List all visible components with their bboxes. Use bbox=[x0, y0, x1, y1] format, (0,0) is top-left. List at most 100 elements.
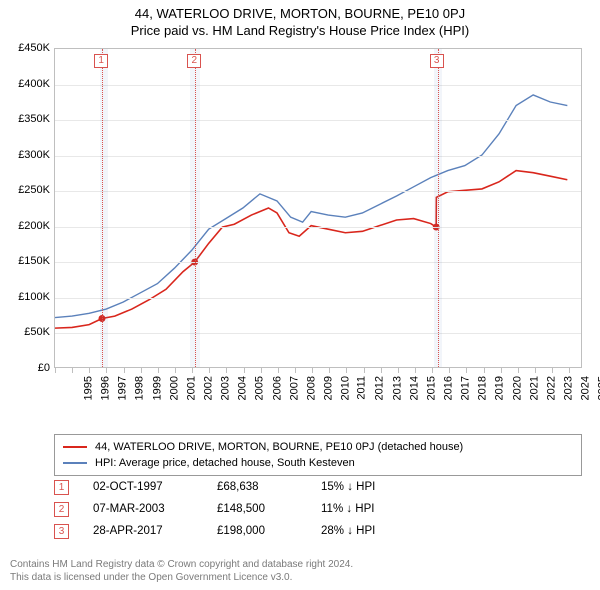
x-tick bbox=[312, 367, 313, 373]
titles: 44, WATERLOO DRIVE, MORTON, BOURNE, PE10… bbox=[0, 0, 600, 38]
x-tick bbox=[415, 367, 416, 373]
footer-line1: Contains HM Land Registry data © Crown c… bbox=[10, 558, 353, 571]
transaction-pct: 28% ↓ HPI bbox=[321, 525, 441, 537]
transaction-marker: 3 bbox=[54, 524, 69, 539]
x-axis-label: 2024 bbox=[580, 376, 592, 400]
transaction-row: 3 28-APR-2017 £198,000 28% ↓ HPI bbox=[54, 520, 441, 542]
event-line bbox=[195, 49, 196, 367]
transaction-pct: 15% ↓ HPI bbox=[321, 481, 441, 493]
transaction-marker: 1 bbox=[54, 480, 69, 495]
transaction-date: 02-OCT-1997 bbox=[93, 481, 193, 493]
x-axis-label: 2006 bbox=[271, 376, 283, 400]
transaction-date: 07-MAR-2003 bbox=[93, 503, 193, 515]
highlight-band bbox=[100, 49, 109, 367]
x-tick bbox=[209, 367, 210, 373]
event-marker: 3 bbox=[430, 54, 444, 68]
legend-row: 44, WATERLOO DRIVE, MORTON, BOURNE, PE10… bbox=[63, 439, 573, 455]
x-tick bbox=[141, 367, 142, 373]
x-axis-label: 2003 bbox=[220, 376, 232, 400]
gridline bbox=[55, 156, 581, 157]
series-property bbox=[55, 171, 567, 329]
y-axis-label: £350K bbox=[0, 113, 50, 125]
x-axis-label: 2008 bbox=[305, 376, 317, 400]
x-axis-label: 2012 bbox=[374, 376, 386, 400]
series-hpi bbox=[55, 95, 567, 318]
x-axis-label: 2020 bbox=[511, 376, 523, 400]
legend-label: 44, WATERLOO DRIVE, MORTON, BOURNE, PE10… bbox=[95, 441, 463, 453]
footer: Contains HM Land Registry data © Crown c… bbox=[10, 558, 353, 584]
x-axis-label: 2010 bbox=[340, 376, 352, 400]
y-axis-label: £0 bbox=[0, 362, 50, 374]
x-tick bbox=[244, 367, 245, 373]
x-axis-label: 2009 bbox=[322, 376, 334, 400]
x-axis-label: 2021 bbox=[528, 376, 540, 400]
gridline bbox=[55, 227, 581, 228]
x-axis-label: 2001 bbox=[185, 376, 197, 400]
y-axis-label: £150K bbox=[0, 255, 50, 267]
transaction-marker: 2 bbox=[54, 502, 69, 517]
y-axis-label: £250K bbox=[0, 184, 50, 196]
gridline bbox=[55, 85, 581, 86]
gridline bbox=[55, 262, 581, 263]
x-axis-label: 2011 bbox=[356, 376, 368, 400]
x-axis-label: 2005 bbox=[254, 376, 266, 400]
x-tick bbox=[432, 367, 433, 373]
plot-area bbox=[54, 48, 582, 368]
x-tick bbox=[72, 367, 73, 373]
y-axis-label: £450K bbox=[0, 42, 50, 54]
transaction-price: £68,638 bbox=[217, 481, 297, 493]
x-tick bbox=[226, 367, 227, 373]
x-tick bbox=[364, 367, 365, 373]
x-axis-label: 2018 bbox=[477, 376, 489, 400]
x-tick bbox=[518, 367, 519, 373]
transaction-row: 1 02-OCT-1997 £68,638 15% ↓ HPI bbox=[54, 476, 441, 498]
x-tick bbox=[295, 367, 296, 373]
x-tick bbox=[381, 367, 382, 373]
y-axis-label: £100K bbox=[0, 291, 50, 303]
x-axis-label: 1995 bbox=[82, 376, 94, 400]
x-tick bbox=[398, 367, 399, 373]
x-tick bbox=[346, 367, 347, 373]
title-sub: Price paid vs. HM Land Registry's House … bbox=[0, 23, 600, 38]
transaction-date: 28-APR-2017 bbox=[93, 525, 193, 537]
x-tick bbox=[484, 367, 485, 373]
chart-container: 44, WATERLOO DRIVE, MORTON, BOURNE, PE10… bbox=[0, 0, 600, 590]
gridline bbox=[55, 298, 581, 299]
x-axis-label: 2000 bbox=[168, 376, 180, 400]
x-tick bbox=[158, 367, 159, 373]
x-tick bbox=[535, 367, 536, 373]
legend: 44, WATERLOO DRIVE, MORTON, BOURNE, PE10… bbox=[54, 434, 582, 476]
x-axis-label: 2004 bbox=[237, 376, 249, 400]
x-axis-label: 2015 bbox=[425, 376, 437, 400]
gridline bbox=[55, 191, 581, 192]
chart-area: £0£50K£100K£150K£200K£250K£300K£350K£400… bbox=[0, 44, 600, 424]
legend-label: HPI: Average price, detached house, Sout… bbox=[95, 457, 355, 469]
x-tick bbox=[175, 367, 176, 373]
x-axis-label: 2017 bbox=[460, 376, 472, 400]
x-axis-label: 1999 bbox=[151, 376, 163, 400]
legend-swatch bbox=[63, 446, 87, 448]
x-tick bbox=[466, 367, 467, 373]
x-axis-label: 2023 bbox=[562, 376, 574, 400]
lines-svg bbox=[55, 49, 581, 367]
x-tick bbox=[55, 367, 56, 373]
x-tick bbox=[192, 367, 193, 373]
x-axis-label: 1996 bbox=[100, 376, 112, 400]
gridline bbox=[55, 333, 581, 334]
x-tick bbox=[552, 367, 553, 373]
transaction-row: 207-MAR-2003£148,50011% ↓ HPI bbox=[54, 498, 441, 520]
x-tick bbox=[569, 367, 570, 373]
x-tick bbox=[261, 367, 262, 373]
gridline bbox=[55, 120, 581, 121]
y-axis-label: £50K bbox=[0, 326, 50, 338]
x-tick bbox=[106, 367, 107, 373]
x-axis-label: 2007 bbox=[288, 376, 300, 400]
transaction-price: £198,000 bbox=[217, 525, 297, 537]
x-axis-label: 2019 bbox=[494, 376, 506, 400]
title-main: 44, WATERLOO DRIVE, MORTON, BOURNE, PE10… bbox=[0, 6, 600, 21]
footer-line2: This data is licensed under the Open Gov… bbox=[10, 571, 353, 584]
x-tick bbox=[89, 367, 90, 373]
x-tick bbox=[501, 367, 502, 373]
event-line bbox=[438, 49, 439, 367]
event-marker: 2 bbox=[187, 54, 201, 68]
